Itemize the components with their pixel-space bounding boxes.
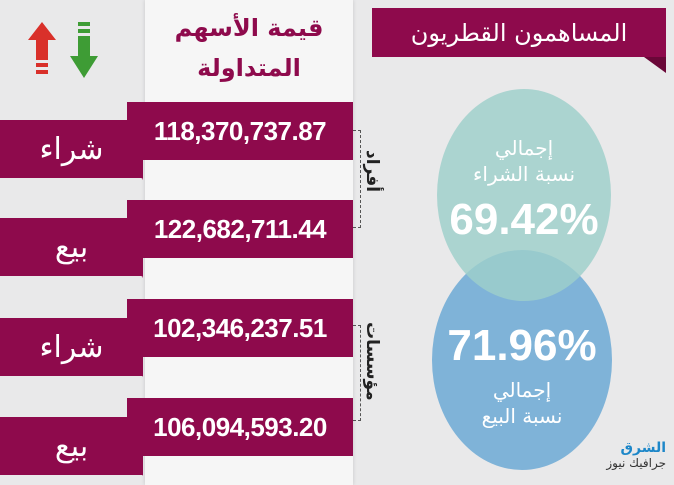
buy-percent: 69.42% — [449, 195, 599, 244]
sell-line1: إجمالي — [492, 378, 552, 402]
value-band: 122,682,711.44 — [127, 200, 353, 258]
type-label: شراء — [0, 120, 143, 178]
column-title: قيمة الأسهم المتداولة — [145, 8, 353, 88]
type-text: بيع — [54, 428, 89, 464]
value-band: 118,370,737.87 — [127, 102, 353, 160]
type-label: بيع — [0, 218, 143, 276]
buy-line2: نسبة الشراء — [473, 162, 576, 186]
arrow-down-icon — [70, 22, 98, 78]
title-text: المساهمون القطريون — [410, 18, 628, 47]
column-title-line2: المتداولة — [197, 54, 301, 82]
type-text: بيع — [54, 229, 89, 265]
logo-sub: جرافيك نيوز — [606, 456, 666, 470]
logo-name: الشرق — [620, 440, 666, 456]
group-label: مؤسسات — [362, 322, 382, 401]
value-text: 102,346,237.51 — [153, 312, 327, 343]
column-title-line1: قيمة الأسهم — [174, 14, 324, 42]
header-tail — [644, 57, 666, 73]
buy-line1: إجمالي — [494, 136, 554, 160]
sell-percent: 71.96% — [447, 321, 597, 370]
value-text: 106,094,593.20 — [153, 411, 327, 442]
type-text: شراء — [39, 329, 104, 365]
group-bracket — [353, 130, 361, 228]
value-text: 122,682,711.44 — [153, 213, 327, 244]
buy-circle: إجمالي نسبة الشراء 69.42% — [437, 89, 611, 301]
sell-line2: نسبة البيع — [481, 404, 563, 428]
value-text: 118,370,737.87 — [153, 115, 327, 146]
arrow-up-icon — [28, 22, 56, 74]
type-label: بيع — [0, 417, 143, 475]
logo: الشرق جرافيك نيوز — [606, 440, 666, 470]
type-text: شراء — [39, 131, 104, 167]
group-label: أفراد — [362, 150, 382, 193]
page-title: المساهمون القطريون — [372, 8, 666, 57]
value-band: 106,094,593.20 — [127, 398, 353, 456]
sell-circle: 71.96% إجمالي نسبة البيع — [432, 250, 612, 470]
value-band: 102,346,237.51 — [127, 299, 353, 357]
type-label: شراء — [0, 318, 143, 376]
arrows-icon-group — [28, 22, 98, 78]
group-bracket — [353, 325, 361, 421]
